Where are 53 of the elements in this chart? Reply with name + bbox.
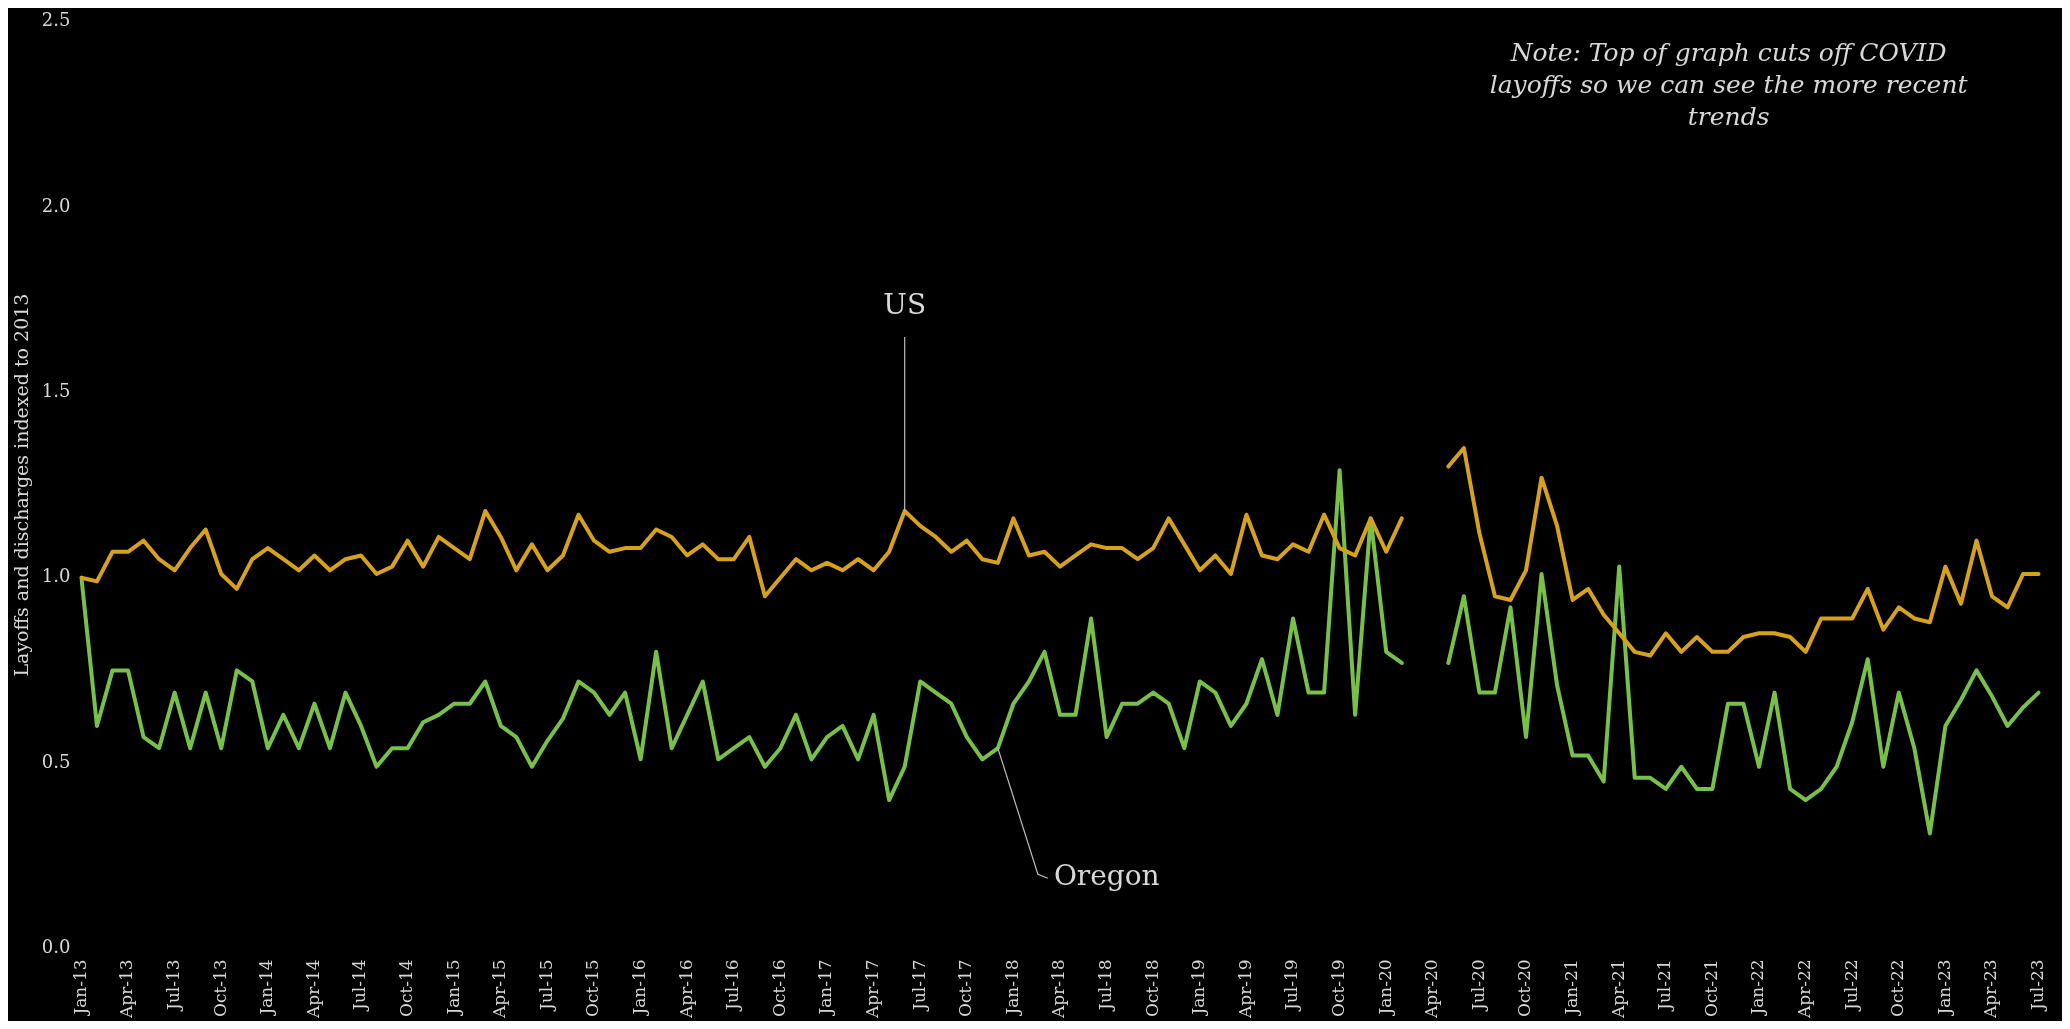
x-tick-label: Oct-13 (209, 959, 230, 1018)
x-tick-label: Jan-15 (442, 959, 463, 1017)
x-tick-label: Oct-16 (768, 959, 789, 1018)
x-tick-label: Jul-17 (908, 959, 929, 1012)
x-tick-label: Jul-18 (1095, 959, 1116, 1012)
y-tick-label: 0.5 (41, 750, 71, 772)
y-tick-label: 1.5 (41, 380, 71, 402)
x-tick-label: Oct-17 (955, 959, 976, 1018)
x-tick-label: Jan-22 (1747, 959, 1768, 1017)
y-axis-title: Layoffs and discharges indexed to 2013 (10, 293, 33, 677)
x-tick-label: Apr-17 (862, 959, 883, 1020)
y-tick-label: 0.0 (41, 936, 71, 958)
x-tick-label: Jul-14 (349, 959, 370, 1012)
x-tick-label: Jan-20 (1374, 959, 1395, 1017)
x-tick-label: Jan-18 (1001, 959, 1022, 1017)
x-tick-label: Apr-19 (1234, 959, 1255, 1020)
x-tick-label: Jul-22 (1840, 959, 1861, 1012)
text: Oregon (1053, 859, 1160, 893)
x-tick-label: Oct-22 (1887, 959, 1908, 1018)
x-tick-label: Oct-19 (1328, 959, 1349, 1018)
x-tick-label: Jul-20 (1467, 959, 1488, 1012)
x-tick-label: Oct-21 (1700, 959, 1721, 1018)
x-tick-label: Oct-14 (396, 959, 417, 1018)
x-tick-label: Apr-18 (1048, 959, 1069, 1020)
x-tick-label: Jul-16 (722, 959, 743, 1012)
x-tick-label: Jan-16 (629, 959, 650, 1017)
x-tick-label: Jan-19 (1188, 959, 1209, 1017)
x-tick-label: Jul-13 (163, 959, 184, 1012)
y-tick-label: 2.5 (41, 9, 71, 31)
x-tick-label: Apr-23 (1980, 959, 2001, 1020)
text: US (883, 288, 927, 322)
x-tick-label: Jan-13 (69, 959, 90, 1017)
y-tick-label: 1.0 (41, 565, 71, 587)
x-tick-label: Jan-21 (1561, 959, 1582, 1017)
x-tick-label: Oct-15 (582, 959, 603, 1018)
x-tick-label: Apr-15 (489, 959, 510, 1020)
x-tick-label: Apr-13 (116, 959, 137, 1020)
x-tick-label: Jan-23 (1933, 959, 1954, 1017)
x-tick-label: Apr-14 (302, 959, 323, 1020)
x-tick-label: Jul-23 (2027, 959, 2048, 1012)
x-tick-label: Jan-17 (815, 959, 836, 1017)
x-tick-label: Apr-20 (1421, 959, 1442, 1020)
x-tick-label: Jan-14 (256, 959, 277, 1017)
y-tick-label: 2.0 (41, 194, 71, 216)
x-tick-label: Apr-16 (675, 959, 696, 1020)
x-tick-label: Jul-21 (1654, 959, 1675, 1012)
x-tick-label: Oct-20 (1514, 959, 1535, 1018)
annotation: Note: Top of graph cuts off COVID layoffs so we can see the more recent trends (1489, 37, 1969, 131)
x-tick-label: Oct-18 (1141, 959, 1162, 1018)
x-tick-label: Apr-21 (1607, 959, 1628, 1020)
x-tick-label: Jul-15 (535, 959, 556, 1012)
x-tick-label: Apr-22 (1794, 959, 1815, 1020)
x-tick-label: Jul-19 (1281, 959, 1302, 1012)
